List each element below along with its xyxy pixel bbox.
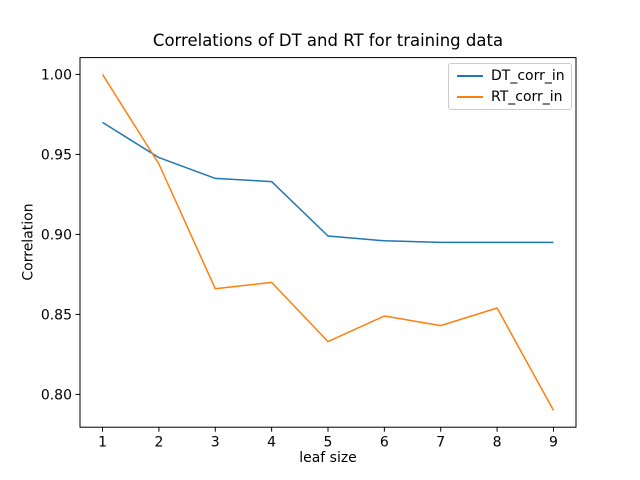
axes-frame [79,57,577,428]
legend-label-rt: RT_corr_in [491,88,563,105]
y-tick-label: 1.00 [41,67,72,83]
x-tick-label: 8 [493,435,502,451]
legend-line-sample-dt-icon [457,75,483,78]
legend-item-rt-corr-in: RT_corr_in [457,87,563,107]
y-tick-label: 0.90 [41,227,72,243]
x-tick-label: 1 [98,435,107,451]
chart-title: Correlations of DT and RT for training d… [152,31,504,50]
x-tick-label: 5 [324,435,333,451]
series-line-RT_corr_in [101,74,555,411]
y-tick-label: 0.95 [41,147,72,163]
series-line-DT_corr_in [102,121,554,244]
legend-item-dt-corr-in: DT_corr_in [457,66,565,86]
y-axis-label: Correlation [20,203,37,281]
y-tick-label: 0.80 [41,387,72,403]
x-tick-label: 2 [154,435,163,451]
x-axis-label: leaf size [299,450,357,466]
x-tick-label: 9 [549,435,558,451]
y-tick-label: 0.85 [41,307,72,323]
x-tick-label: 6 [380,435,389,451]
legend-line-sample-rt-icon [457,95,483,98]
legend-label-dt: DT_corr_in [491,68,565,85]
x-tick-label: 3 [211,435,220,451]
x-tick-label: 4 [267,435,276,451]
legend: DT_corr_in RT_corr_in [448,63,572,110]
x-tick-label: 7 [436,435,445,451]
